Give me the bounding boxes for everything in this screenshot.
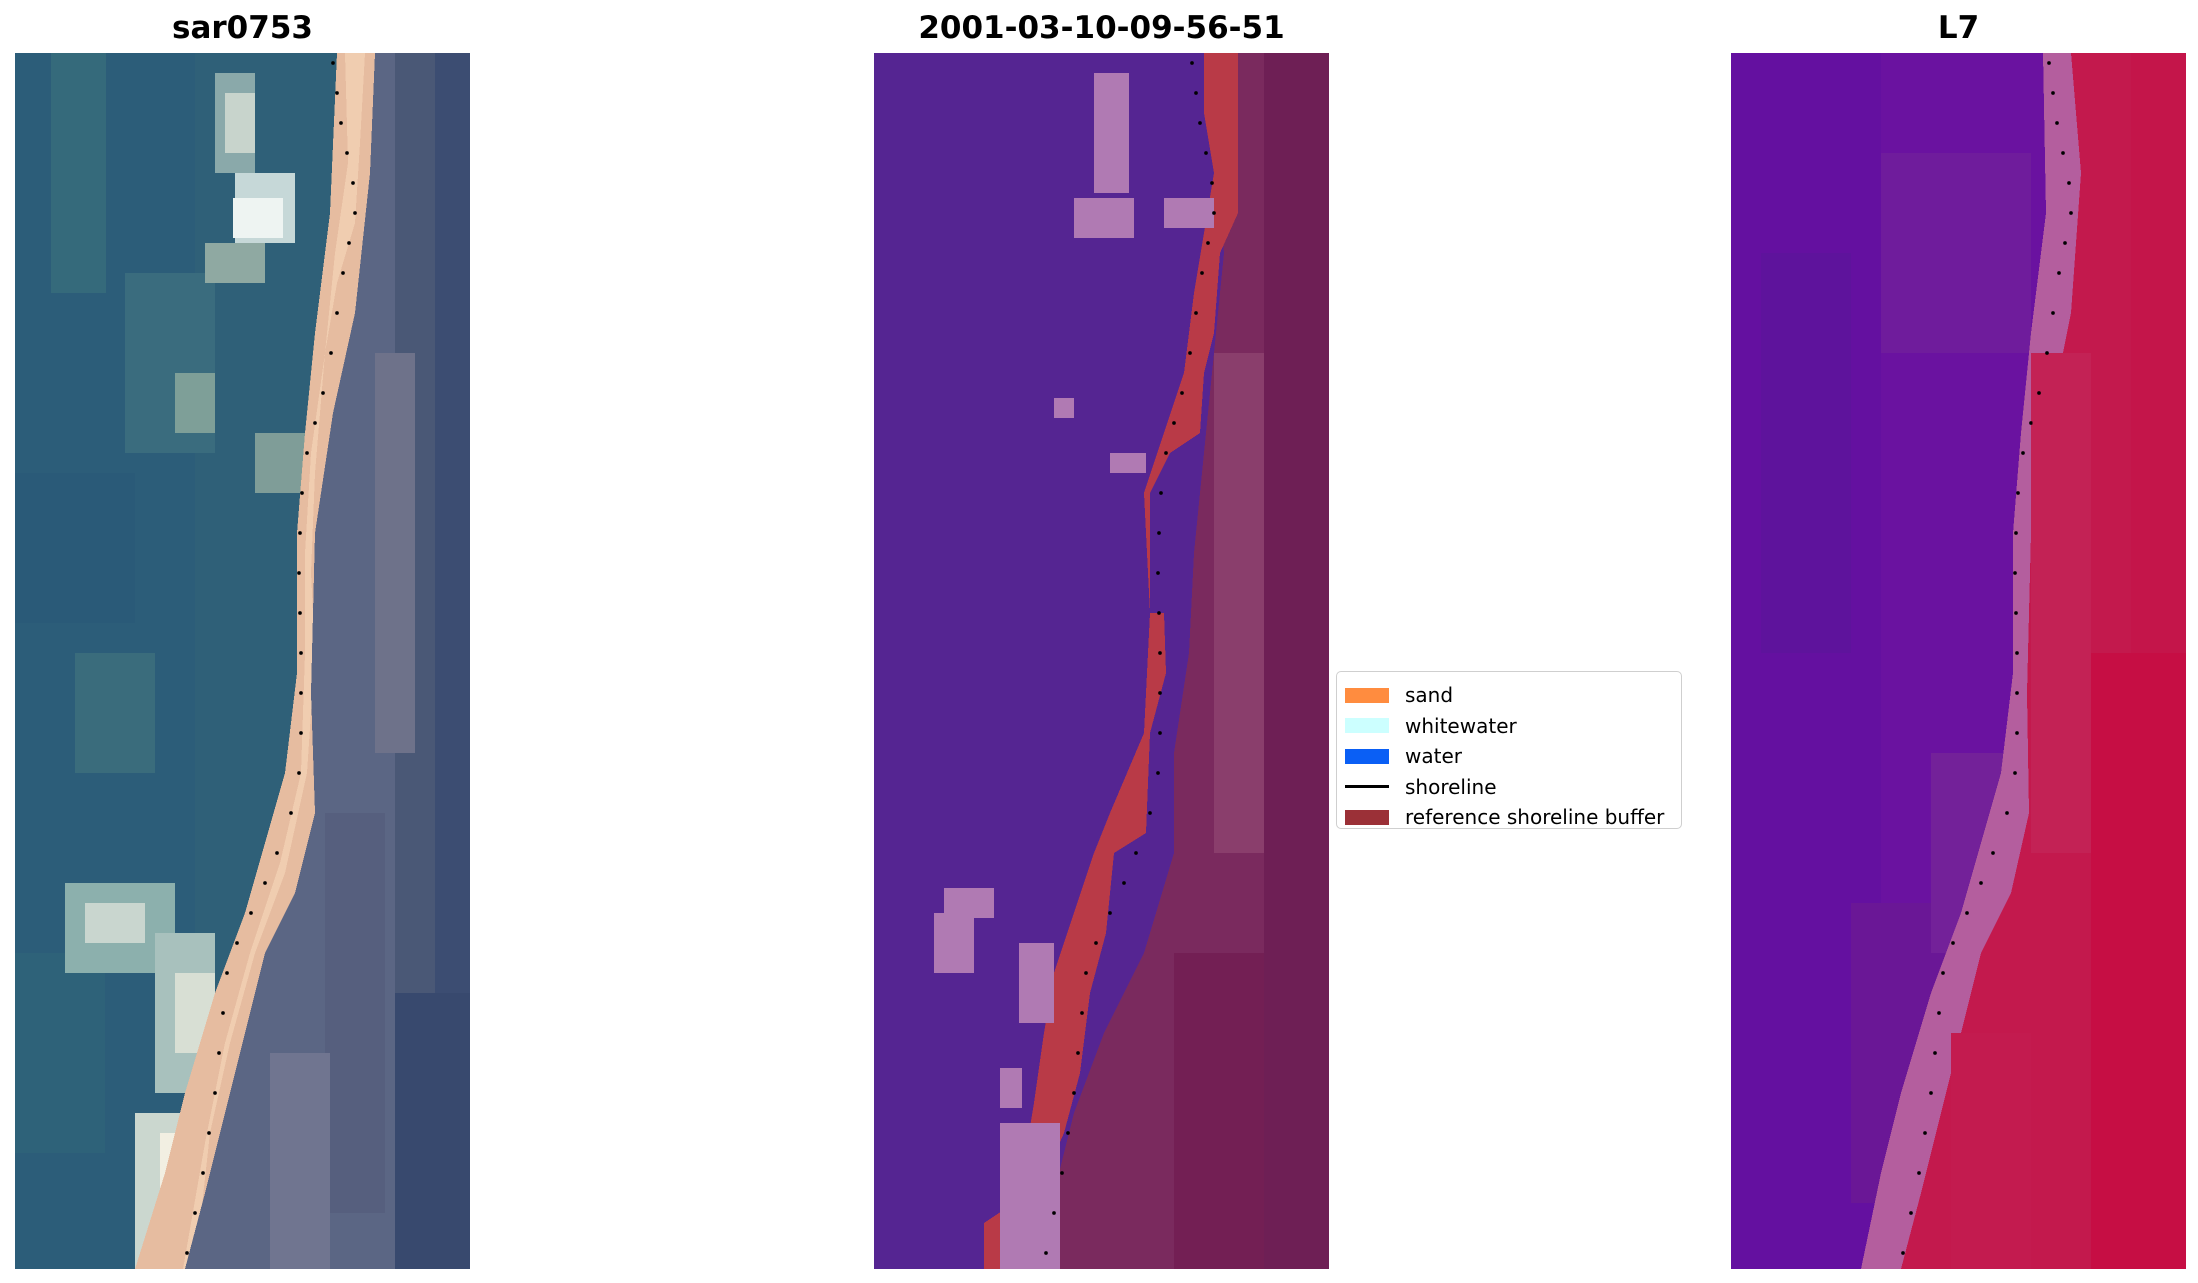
classification-image — [874, 53, 1329, 1269]
classification-panel-title: 2001-03-10-09-56-51 — [918, 10, 1285, 46]
legend-label: shoreline — [1405, 774, 1497, 799]
legend-item-reference-buffer: reference shoreline buffer — [1345, 802, 1681, 833]
index-panel: L7 — [1731, 0, 2186, 1283]
index-panel-title: L7 — [1937, 10, 1980, 46]
rgb-satellite-image — [15, 53, 470, 1269]
shoreline-line-swatch — [1345, 785, 1389, 789]
whitewater-swatch — [1345, 718, 1389, 734]
sand-swatch — [1345, 687, 1389, 703]
legend-label: water — [1405, 744, 1462, 769]
legend-item-whitewater: whitewater — [1345, 711, 1681, 742]
water-swatch — [1345, 748, 1389, 764]
rgb-panel: sar0753 — [15, 0, 470, 1283]
legend: sand whitewater water shoreline referenc… — [1336, 671, 1682, 829]
index-image — [1731, 53, 2186, 1269]
legend-item-sand: sand — [1345, 680, 1681, 711]
classification-panel: 2001-03-10-09-56-51 — [874, 0, 1329, 1283]
legend-item-water: water — [1345, 741, 1681, 772]
legend-label: sand — [1405, 683, 1454, 708]
legend-label: whitewater — [1405, 713, 1517, 738]
reference-buffer-swatch — [1345, 809, 1389, 825]
legend-item-shoreline: shoreline — [1345, 772, 1681, 803]
legend-label: reference shoreline buffer — [1405, 805, 1665, 830]
rgb-panel-title: sar0753 — [172, 10, 313, 46]
